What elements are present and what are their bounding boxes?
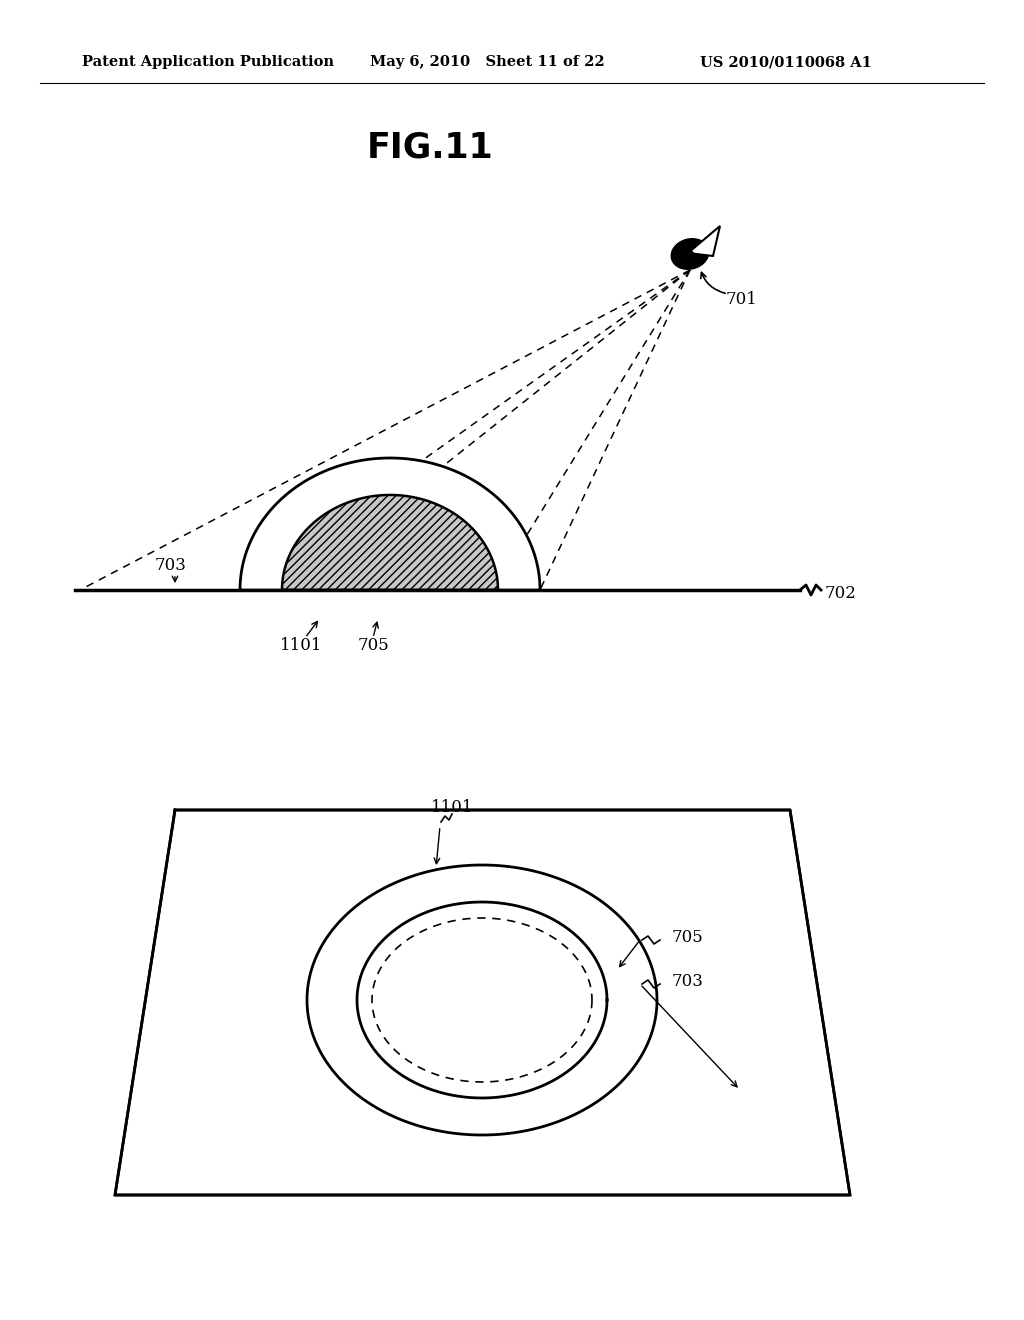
Polygon shape: [307, 865, 657, 1135]
Ellipse shape: [672, 239, 709, 269]
Text: 705: 705: [358, 636, 390, 653]
Text: 702: 702: [825, 585, 857, 602]
Text: 705: 705: [672, 929, 703, 946]
Text: 703: 703: [155, 557, 186, 573]
Polygon shape: [688, 226, 720, 256]
Polygon shape: [282, 495, 498, 590]
Text: US 2010/0110068 A1: US 2010/0110068 A1: [700, 55, 871, 69]
Polygon shape: [240, 458, 540, 590]
Text: 1101: 1101: [280, 636, 323, 653]
Polygon shape: [357, 902, 607, 1098]
Text: May 6, 2010   Sheet 11 of 22: May 6, 2010 Sheet 11 of 22: [370, 55, 605, 69]
Text: 1101: 1101: [431, 800, 473, 817]
Circle shape: [682, 249, 694, 261]
Text: FIG.11: FIG.11: [367, 131, 494, 165]
Text: 703: 703: [672, 974, 703, 990]
Polygon shape: [115, 810, 850, 1195]
Text: 701: 701: [726, 292, 758, 309]
Text: Patent Application Publication: Patent Application Publication: [82, 55, 334, 69]
